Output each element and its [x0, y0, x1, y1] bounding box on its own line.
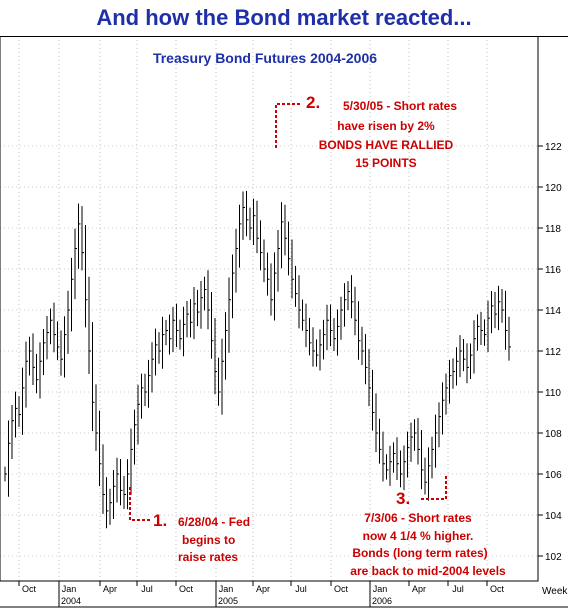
- x-tick-label-6: Apr: [256, 584, 270, 594]
- x-tick-label-8: Oct: [334, 584, 349, 594]
- annotation-2-line-3: BONDS HAVE RALLIED: [319, 138, 454, 152]
- x-tick-label-12: Oct: [490, 584, 505, 594]
- x-tick-label-4: Oct: [179, 584, 194, 594]
- y-tick-label-116: 116: [545, 265, 561, 276]
- x-tick-label-10: Apr: [412, 584, 426, 594]
- y-tick-label-118: 118: [545, 224, 561, 235]
- annotation-2-line-2: have risen by 2%: [337, 119, 435, 133]
- year-label-2006: 2006: [372, 596, 392, 606]
- annotation-1-line-3: raise rates: [178, 550, 238, 564]
- y-tick-label-120: 120: [545, 183, 562, 194]
- annotation-3-number: 3.: [396, 489, 410, 508]
- y-axis: 102 104 106 108 110 112 114 116 118 120 122: [538, 142, 562, 563]
- y-tick-label-114: 114: [545, 306, 561, 317]
- x-tick-label-0: Oct: [22, 584, 37, 594]
- annotation-1-number: 1.: [153, 511, 167, 530]
- annotation-3-line-4: are back to mid-2004 levels: [350, 564, 506, 578]
- y-tick-label-110: 110: [545, 388, 561, 399]
- price-bars: [4, 191, 511, 529]
- annotation-2-number: 2.: [306, 93, 320, 112]
- annotation-1-leader: [129, 487, 150, 521]
- x-tick-label-11: Jul: [452, 584, 464, 594]
- banner-title: And how the Bond market reacted...: [96, 5, 472, 30]
- annotation-1-line-2: begins to: [182, 533, 235, 547]
- x-tick-label-3: Jul: [141, 584, 153, 594]
- y-tick-label-102: 102: [545, 552, 562, 563]
- annotation-3-line-1: 7/3/06 - Short rates: [364, 511, 472, 525]
- annotation-1-line-1: 6/28/04 - Fed: [178, 515, 250, 529]
- y-tick-label-108: 108: [545, 429, 562, 440]
- banner: And how the Bond market reacted...: [0, 0, 568, 37]
- x-tick-label-9: Jan: [373, 584, 388, 594]
- y-tick-label-122: 122: [545, 142, 562, 153]
- year-label-2004: 2004: [61, 596, 81, 606]
- annotations: 2. 5/30/05 - Short rates have risen by 2…: [129, 93, 506, 578]
- annotation-3-line-3: Bonds (long term rates): [352, 546, 487, 560]
- x-axis-label: Week: [542, 586, 568, 597]
- chart-title: Treasury Bond Futures 2004-2006: [153, 50, 377, 66]
- annotation-2-line-1: 5/30/05 - Short rates: [343, 99, 457, 113]
- y-tick-label-104: 104: [545, 511, 562, 522]
- annotation-2-leader: [275, 103, 300, 148]
- x-tick-label-5: Jan: [219, 584, 234, 594]
- plot-background: [0, 36, 538, 581]
- y-tick-label-112: 112: [545, 347, 561, 358]
- annotation-2-line-4: 15 POINTS: [355, 156, 416, 170]
- x-tick-label-7: Jul: [295, 584, 307, 594]
- annotation-3-line-2: now 4 1/4 % higher.: [363, 529, 474, 543]
- y-tick-label-106: 106: [545, 470, 562, 481]
- annotation-3-leader: [420, 476, 447, 500]
- x-tick-label-2: Apr: [103, 584, 117, 594]
- x-tick-label-1: Jan: [62, 584, 77, 594]
- x-axis: Oct Jan Apr Jul Oct Jan Apr Jul Oct Jan Apr Jul Oct 2…: [18, 581, 505, 607]
- year-label-2005: 2005: [218, 596, 238, 606]
